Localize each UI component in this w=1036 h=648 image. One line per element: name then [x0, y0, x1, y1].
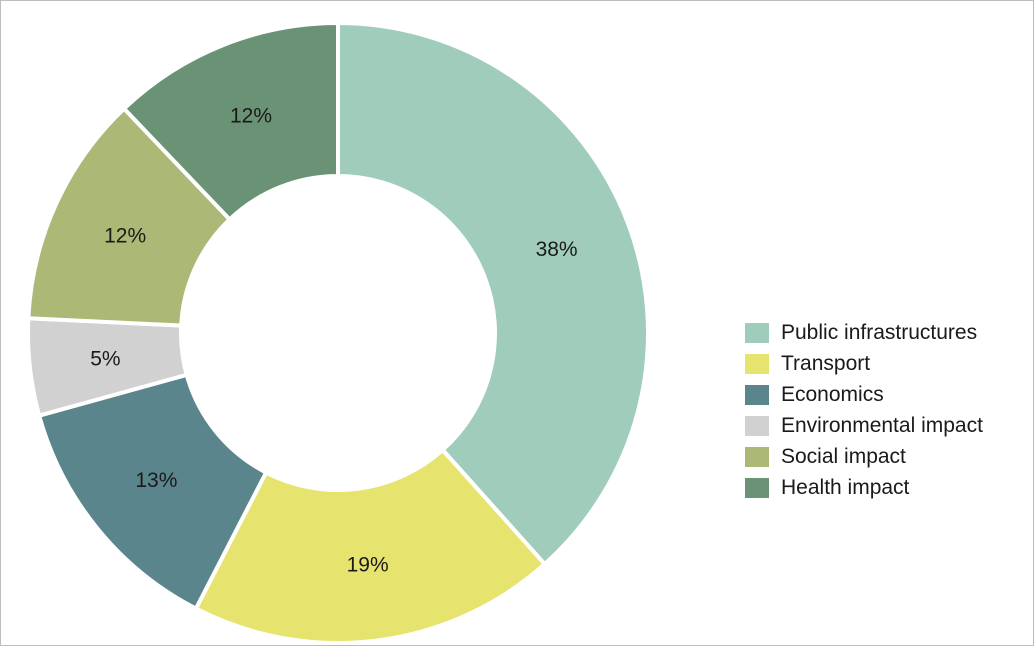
legend-swatch — [745, 446, 769, 467]
slice-label: 5% — [90, 347, 120, 370]
legend-label: Public infrastructures — [781, 320, 978, 344]
legend-item: Transport — [745, 348, 1035, 379]
slice-label: 13% — [135, 469, 177, 492]
legend-item: Health impact — [745, 472, 1035, 503]
legend-label: Economics — [781, 382, 884, 406]
slice-transport — [193, 447, 548, 645]
legend-label: Environmental impact — [781, 413, 983, 437]
legend-swatch — [745, 415, 769, 436]
slice-label: 38% — [536, 238, 578, 261]
legend-item: Economics — [745, 379, 1035, 410]
slice-health-impact — [121, 20, 340, 223]
legend-swatch — [745, 353, 769, 374]
slice-public-infrastructures — [336, 20, 650, 567]
legend-item: Environmental impact — [745, 410, 1035, 441]
legend-item: Social impact — [745, 441, 1035, 472]
slice-label: 19% — [347, 554, 389, 577]
legend-item: Public infrastructures — [745, 317, 1035, 348]
legend-label: Transport — [781, 351, 871, 375]
legend-swatch — [745, 477, 769, 498]
labels-group: 38% 19% 13% 5% 12% 12% — [90, 104, 577, 576]
legend-label: Health impact — [781, 475, 910, 499]
legend-swatch — [745, 322, 769, 343]
slices-group — [26, 20, 650, 645]
legend-swatch — [745, 384, 769, 405]
slice-label: 12% — [230, 104, 272, 127]
legend-label: Social impact — [781, 444, 906, 468]
slice-social-impact — [26, 105, 233, 328]
slice-label: 12% — [104, 224, 146, 247]
slice-economics — [36, 372, 269, 612]
legend: Public infrastructures Transport Economics… — [745, 317, 1035, 503]
